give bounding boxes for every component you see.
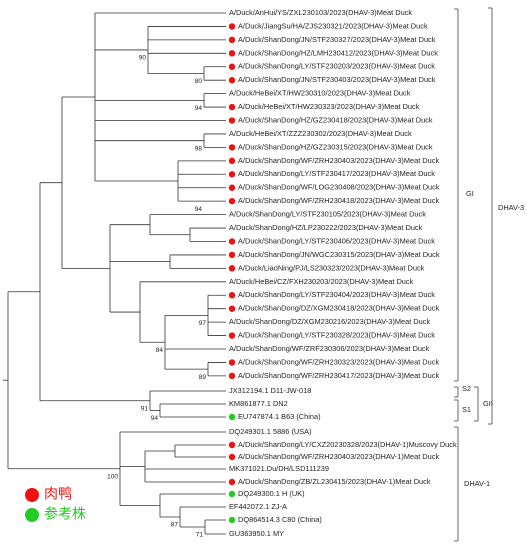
leaf-marker — [228, 413, 236, 421]
clade-label: GI — [466, 189, 474, 198]
leaf-label: A/Duck/ShanDong/JN/WGC230315/2023(DHAV-3… — [238, 250, 440, 259]
leaf-marker — [228, 63, 236, 70]
bootstrap-value: 84 — [156, 347, 164, 354]
leaf-label: A/Duck/ShanDong/LY/STF230404/2023(DHAV-3… — [238, 290, 435, 299]
leaf-marker — [228, 516, 236, 524]
leaf-marker — [228, 171, 236, 178]
bootstrap-value: 90 — [139, 55, 147, 62]
leaf-marker — [228, 441, 236, 449]
leaf-marker — [228, 23, 236, 30]
leaf-label: A/Duck/ShanDong/HZ/LMH230412/2023(DHAV-3… — [238, 48, 438, 57]
leaf-label: A/Duck/ShanDong/JN/STF230327/2023(DHAV-3… — [238, 35, 436, 44]
leaf-label: MK371021.Du/DH/LSD111239 — [229, 464, 329, 473]
leaf-marker — [228, 157, 236, 165]
leaf-label: GU363950.1 MY — [229, 529, 284, 538]
leaf-marker — [228, 490, 236, 498]
leaf-marker — [228, 251, 236, 259]
bootstrap-value: 94 — [151, 415, 159, 422]
leaf-label: A/Duck/ShanDong/LY/STF230328/2023(DHAV-3… — [238, 331, 435, 340]
leaf-marker — [228, 453, 236, 461]
leaf-label: A/Duck/ShanDong/WF/ZRH230323/2023(DHAV-3… — [238, 357, 439, 366]
leaf-label: DQ864514.3 C80 (China) — [238, 515, 322, 524]
leaf-label: A/Duck/ShanDong/JN/STF230403/2023(DHAV-3… — [238, 75, 436, 84]
leaf-marker — [228, 197, 236, 205]
leaf-marker — [228, 332, 236, 339]
leaf-label: A/Duck/AnHui/YS/ZXL230103/2023(DHAV-3)Me… — [229, 8, 412, 17]
leaf-marker — [228, 305, 236, 312]
bootstrap-value: 94 — [195, 105, 203, 112]
legend-marker — [25, 508, 39, 522]
leaf-label: KM861877.1 DN2 — [229, 399, 288, 408]
leaf-label: A/Duck/ShanDong/WF/ZRH230403/2023(DHAV-1… — [238, 452, 439, 461]
leaf-label: DQ249300.1 H (UK) — [238, 489, 305, 498]
bootstrap-value: 98 — [195, 145, 203, 152]
leaf-label: A/Duck/ShanDong/DZ/XGM230216/2023(DHAV-3… — [229, 317, 430, 326]
bootstrap-value: 80 — [195, 78, 203, 85]
leaf-marker — [228, 144, 236, 151]
legend-marker — [25, 488, 39, 502]
bootstrap-value: 89 — [199, 374, 207, 381]
leaf-marker — [228, 50, 236, 57]
leaf-label: A/Duck/LiaoNing/PJ/LS230323/2023(DHAV-3)… — [238, 263, 425, 272]
leaf-label: DQ249301.1 5886 (USA) — [229, 427, 312, 436]
leaf-label: A/Duck/ShanDong/LY/STF230417/2023(DHAV-3… — [238, 169, 435, 178]
bootstrap-value: 87 — [171, 522, 179, 529]
clade-label: GII — [483, 399, 493, 408]
leaf-marker — [228, 238, 236, 245]
leaf-label: A/Duck/HeBei/CZ/FXH230203/2023(DHAV-3)Me… — [229, 277, 414, 286]
leaf-marker — [228, 184, 236, 191]
leaf-label: A/Duck/ShanDong/DZ/XGM230418/2023(DHAV-3… — [238, 304, 439, 313]
leaf-marker — [228, 372, 236, 380]
leaf-label: A/Duck/ShanDong/HZ/LP230222/2023(DHAV-3)… — [229, 223, 423, 232]
leaf-marker — [228, 359, 236, 366]
leaf-label: A/Duck/ShanDong/LY/STF230203/2023(DHAV-3… — [238, 62, 435, 71]
leaf-label: A/Duck/JiangSu/HA/ZJS230321/2023(DHAV-3)… — [238, 21, 428, 30]
leaf-label: A/Duck/ShanDong/LY/STF230406/2023(DHAV-3… — [238, 236, 435, 245]
leaf-label: A/Duck/ShanDong/WF/ZRH230417/2023(DHAV-3… — [238, 371, 439, 380]
bootstrap-value: 97 — [199, 320, 207, 327]
leaf-label: A/Duck/HeBei/XT/HW230323/2023(DHAV-3)Mea… — [238, 102, 420, 111]
legend-label: 肉鸭 — [44, 486, 72, 502]
leaf-marker — [228, 478, 236, 486]
clade-label: S2 — [462, 384, 471, 393]
bootstrap-value: 100 — [107, 473, 118, 480]
leaf-marker — [228, 117, 236, 124]
leaf-label: A/Duck/HeBei/XT/ZZZ230302/2023(DHAV-3)Me… — [229, 129, 412, 138]
bootstrap-value: 94 — [195, 206, 203, 213]
legend-label: 参考株 — [44, 506, 86, 522]
leaf-label: A/Duck/ShanDong/HZ/GZ230418/2023(DHAV-3)… — [238, 115, 433, 124]
leaf-label: A/Duck/ShanDong/HZ/GZ230315/2023(DHAV-3)… — [238, 142, 433, 151]
leaf-label: JX312194.1 D11-JW-018 — [229, 386, 311, 395]
bootstrap-value: 71 — [196, 532, 204, 539]
leaf-marker — [228, 292, 236, 299]
leaf-label: A/Duck/ShanDong/WF/ZRH230418/2023(DHAV-3… — [238, 196, 439, 205]
leaf-label: EU747874.1 B63 (China) — [238, 412, 321, 421]
leaf-marker — [228, 265, 236, 272]
leaf-label: A/Duck/ShanDong/LY/CXZ20230328/2023(DHAV… — [238, 440, 457, 449]
leaf-marker — [228, 36, 236, 44]
clade-label: DHAV-3 — [498, 203, 524, 212]
leaf-label: A/Duck/ShanDong/WF/LOG230408/2023(DHAV-3… — [238, 183, 440, 192]
leaf-marker — [228, 77, 236, 84]
leaf-label: A/Duck/ShanDong/WF/ZRF230306/2023(DHAV-3… — [229, 344, 430, 353]
leaf-marker — [228, 103, 236, 111]
leaf-label: A/Duck/ShanDong/ZB/ZL230415/2023(DHAV-1)… — [238, 477, 431, 486]
leaf-label: EF442072.1 ZJ-A — [229, 502, 287, 511]
leaf-label: A/Duck/ShanDong/WF/ZRH230403/2023(DHAV-3… — [238, 156, 439, 165]
leaf-label: A/Duck/ShanDong/LY/STF230105/2023(DHAV-3… — [229, 210, 426, 219]
bootstrap-value: 91 — [141, 405, 149, 412]
leaf-label: A/Duck/HeBei/XT/HW230310/2023(DHAV-3)Mea… — [229, 89, 411, 98]
clade-label: DHAV-1 — [464, 479, 490, 488]
clade-label: S1 — [462, 405, 471, 414]
